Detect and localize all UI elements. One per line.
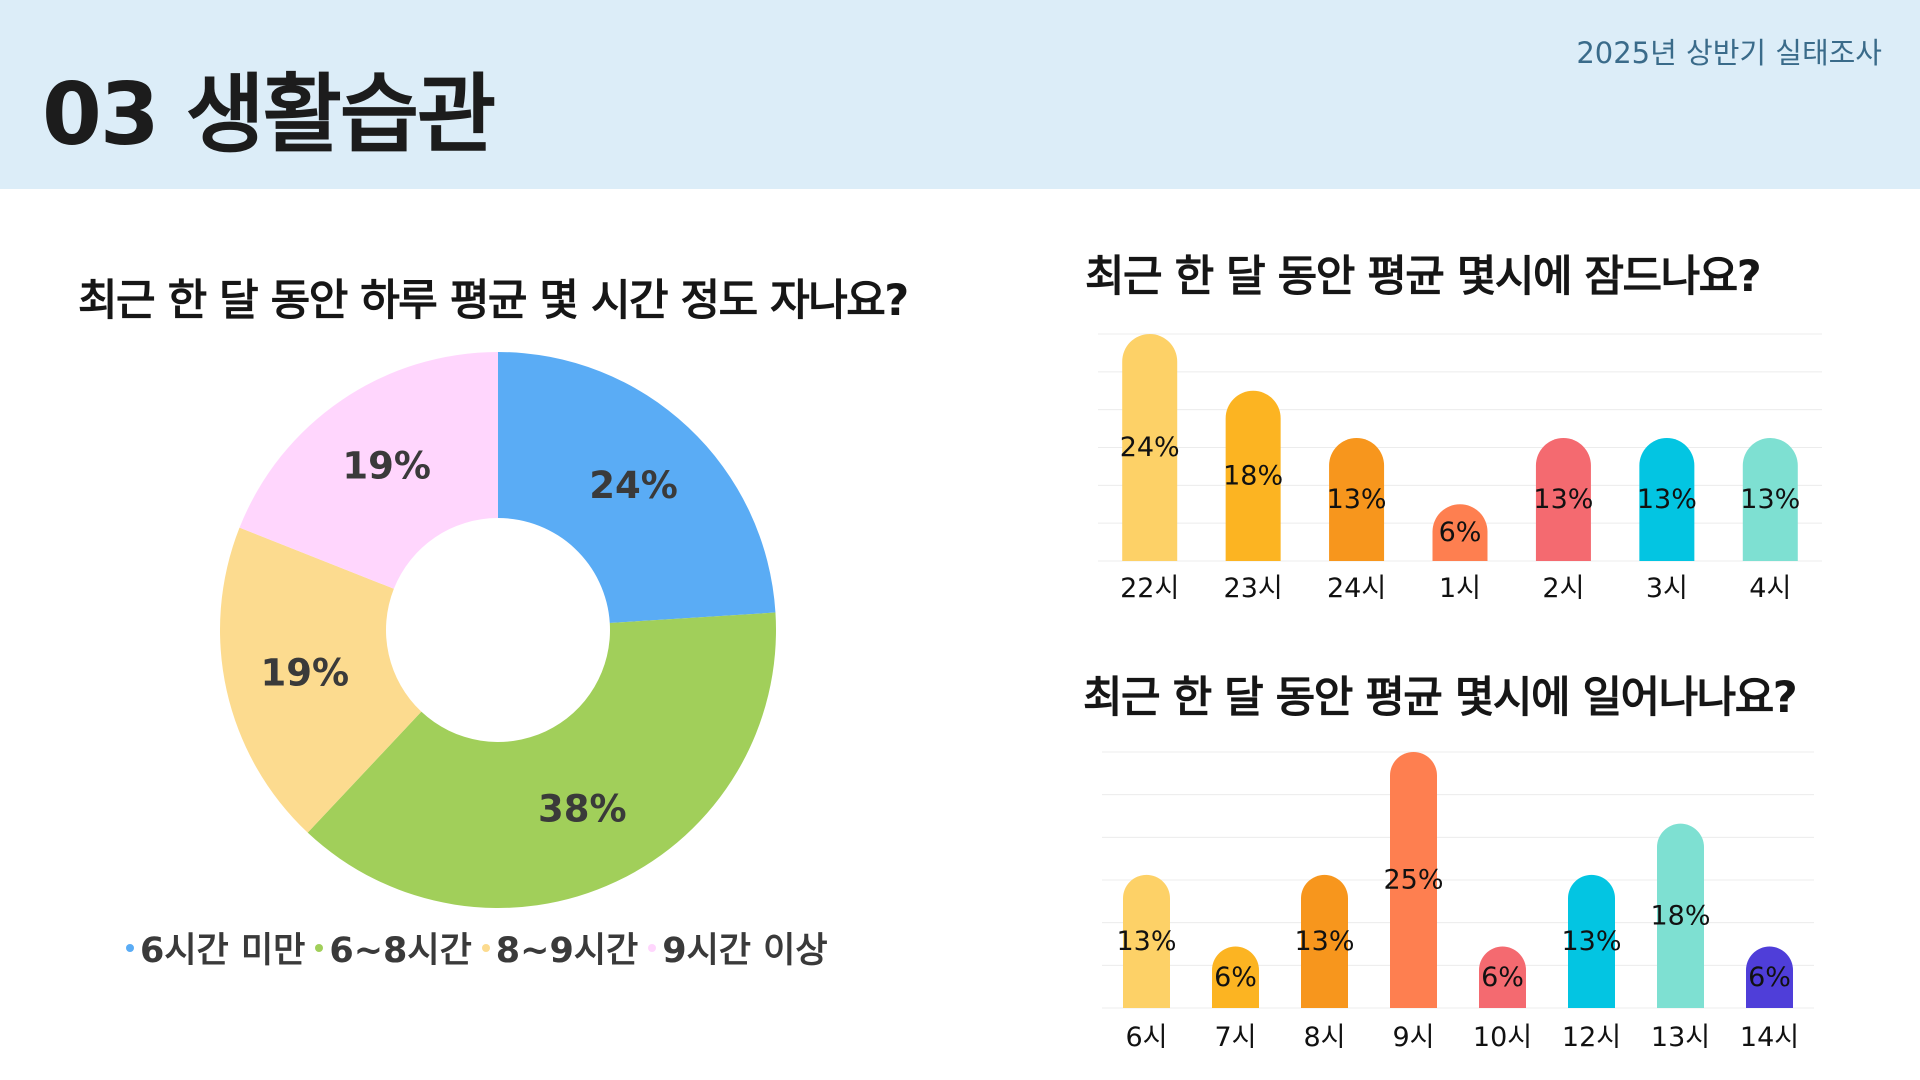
x-tick-label: 22시 bbox=[1120, 573, 1179, 604]
x-tick-label: 3시 bbox=[1646, 573, 1688, 604]
legend-item: 6시간 미만 bbox=[126, 922, 305, 973]
bedtime-svg: 24% 22시 18% 23시 13% 24시 6% 1시 13% 2시 13% 3시 13% 4시 bbox=[1098, 333, 1822, 604]
donut-slice-label: 19% bbox=[260, 652, 349, 695]
bar-value-label: 24% bbox=[1120, 432, 1180, 463]
x-tick-label: 8시 bbox=[1303, 1022, 1345, 1053]
bar-value-label: 18% bbox=[1650, 900, 1710, 931]
legend-item: 6~8시간 bbox=[315, 922, 472, 973]
bar-6 bbox=[1742, 438, 1798, 561]
bar-2 bbox=[1301, 874, 1348, 1008]
x-tick-label: 9시 bbox=[1392, 1022, 1434, 1053]
bar-4 bbox=[1479, 946, 1526, 1008]
bedtime-question: 최근 한 달 동안 평균 몇시에 잠드나요? bbox=[1085, 252, 1762, 302]
bar-3 bbox=[1432, 504, 1488, 561]
waketime-svg: 13% 6시 6% 7시 13% 8시 25% 9시 6% 10시 13% 12시 18% 13시 6% 14… bbox=[1102, 751, 1814, 1053]
legend-item: 9시간 이상 bbox=[648, 922, 828, 973]
bar-6 bbox=[1657, 823, 1704, 1008]
bar-value-label: 13% bbox=[1533, 484, 1593, 515]
donut-slice-label: 19% bbox=[342, 445, 431, 488]
bar-1 bbox=[1212, 946, 1259, 1008]
header-banner: 03 생활습관 2025년 상반기 실태조사 bbox=[0, 0, 1920, 189]
sleep-duration-donut-chart: 24% 38% 19% 19% bbox=[220, 352, 776, 908]
bar-value-label: 13% bbox=[1116, 926, 1176, 957]
bar-2 bbox=[1329, 438, 1385, 561]
donut-slice-1 bbox=[307, 612, 776, 908]
donut-slice-0 bbox=[498, 352, 776, 623]
bar-value-label: 13% bbox=[1294, 926, 1354, 957]
x-tick-label: 24시 bbox=[1327, 573, 1386, 604]
bar-0 bbox=[1122, 334, 1178, 561]
x-tick-label: 1시 bbox=[1439, 573, 1481, 604]
sleep-duration-question: 최근 한 달 동안 하루 평균 몇 시간 정도 자나요? bbox=[78, 276, 909, 326]
x-tick-label: 23시 bbox=[1224, 573, 1283, 604]
bar-value-label: 25% bbox=[1383, 865, 1443, 896]
x-tick-label: 12시 bbox=[1562, 1022, 1621, 1053]
bar-value-label: 6% bbox=[1214, 962, 1257, 993]
bar-5 bbox=[1639, 438, 1695, 561]
bar-5 bbox=[1568, 874, 1615, 1008]
page-title: 03 생활습관 bbox=[42, 65, 496, 165]
x-tick-label: 14시 bbox=[1740, 1022, 1799, 1053]
donut-svg: 24% 38% 19% 19% bbox=[220, 352, 776, 908]
legend-item: 8~9시간 bbox=[481, 922, 639, 973]
x-tick-label: 7시 bbox=[1214, 1022, 1256, 1053]
bar-value-label: 18% bbox=[1223, 460, 1283, 491]
bedtime-bar-chart: 24% 22시 18% 23시 13% 24시 6% 1시 13% 2시 13% 3시 13% 4시 bbox=[1098, 333, 1822, 608]
x-tick-label: 13시 bbox=[1651, 1022, 1710, 1053]
x-tick-label: 2시 bbox=[1542, 573, 1584, 604]
donut-slice-label: 38% bbox=[538, 788, 627, 831]
x-tick-label: 4시 bbox=[1749, 573, 1791, 604]
bar-value-label: 13% bbox=[1637, 484, 1697, 515]
bar-value-label: 6% bbox=[1748, 962, 1791, 993]
donut-legend: 6시간 미만 6~8시간 8~9시간 9시간 이상 bbox=[126, 922, 838, 973]
x-tick-label: 10시 bbox=[1473, 1022, 1532, 1053]
legend-dot bbox=[315, 943, 324, 952]
survey-tag: 2025년 상반기 실태조사 bbox=[1576, 36, 1882, 70]
legend-dot bbox=[648, 943, 657, 952]
bar-1 bbox=[1225, 390, 1281, 561]
donut-slice-3 bbox=[239, 352, 498, 589]
bar-value-label: 13% bbox=[1740, 484, 1800, 515]
waketime-question: 최근 한 달 동안 평균 몇시에 일어나나요? bbox=[1083, 673, 1798, 723]
legend-label: 8~9시간 bbox=[495, 931, 639, 971]
bar-4 bbox=[1535, 438, 1591, 561]
legend-label: 6시간 미만 bbox=[140, 931, 306, 971]
donut-slice-2 bbox=[220, 527, 422, 833]
bar-7 bbox=[1746, 946, 1793, 1008]
donut-slice-label: 24% bbox=[589, 464, 678, 507]
waketime-bar-chart: 13% 6시 6% 7시 13% 8시 25% 9시 6% 10시 13% 12시 18% 13시 6% 14… bbox=[1102, 751, 1814, 1053]
bar-value-label: 6% bbox=[1439, 517, 1482, 548]
bar-value-label: 6% bbox=[1481, 962, 1524, 993]
bar-0 bbox=[1123, 874, 1170, 1008]
legend-dot bbox=[481, 943, 490, 952]
legend-label: 6~8시간 bbox=[329, 931, 472, 971]
bar-value-label: 13% bbox=[1561, 926, 1621, 957]
bar-value-label: 13% bbox=[1327, 484, 1387, 515]
bar-3 bbox=[1390, 752, 1437, 1008]
legend-dot bbox=[126, 943, 134, 952]
x-tick-label: 6시 bbox=[1125, 1022, 1167, 1053]
legend-label: 9시간 이상 bbox=[662, 931, 828, 971]
